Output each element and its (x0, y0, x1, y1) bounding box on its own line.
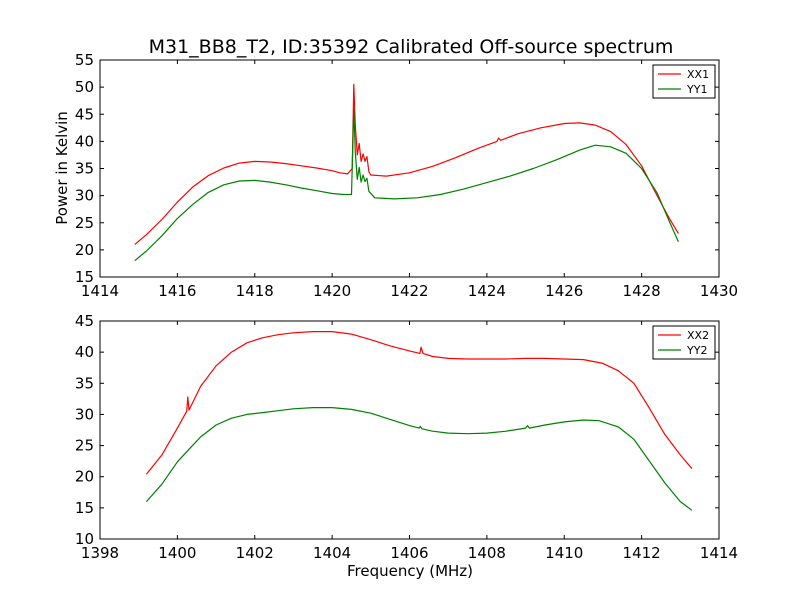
chart-title: M31_BB8_T2, ID:35392 Calibrated Off-sour… (149, 36, 674, 58)
x-tick-label: 1430 (700, 282, 738, 300)
y-tick-label: 55 (75, 51, 94, 69)
legend-box (652, 64, 716, 99)
x-tick-label: 1406 (390, 544, 428, 562)
x-tick-label: 1400 (158, 544, 196, 562)
bottom-x-axis-label: Frequency (MHz) (347, 562, 473, 580)
top-panel: 1414 1416 1418 1420 1422 1424 1426 1428 1430 15 20… (75, 51, 738, 300)
x-tick-label: 1398 (81, 544, 119, 562)
y-tick-label: 30 (75, 405, 94, 423)
y-tick-label: 35 (75, 160, 94, 178)
y-tick-label: 30 (75, 187, 94, 205)
x-tick-label: 1416 (158, 282, 196, 300)
series-line-yy1 (134, 108, 679, 262)
y-tick-label: 35 (75, 374, 94, 392)
series-line-xx1 (134, 83, 679, 245)
y-tick-label: 20 (75, 468, 94, 486)
x-tick-label: 1420 (313, 282, 351, 300)
y-tick-label: 40 (75, 343, 94, 361)
y-tick-label: 25 (75, 214, 94, 232)
y-tick-label: 45 (75, 312, 94, 330)
legend-label-xx1: XX1 (687, 68, 709, 81)
legend-label-yy1: YY1 (686, 83, 707, 96)
x-tick-label: 1428 (623, 282, 661, 300)
x-tick-label: 1404 (313, 544, 351, 562)
x-tick-label: 1418 (236, 282, 274, 300)
y-tick-label: 45 (75, 105, 94, 123)
legend-box (652, 325, 716, 360)
legend-label-yy2: YY2 (686, 344, 707, 357)
y-tick-label: 40 (75, 132, 94, 150)
x-tick-label: 1410 (545, 544, 583, 562)
x-tick-label: 1408 (468, 544, 506, 562)
y-tick-label: 25 (75, 437, 94, 455)
series-line-yy2 (145, 407, 693, 511)
x-tick-label: 1422 (390, 282, 428, 300)
y-tick-label: 15 (75, 268, 94, 286)
y-tick-label: 10 (75, 530, 94, 548)
series-line-xx2 (145, 331, 693, 475)
x-tick-label: 1426 (545, 282, 583, 300)
bottom-panel: 1398 1400 1402 1404 1406 1408 1410 1412 1414 10 15… (75, 312, 738, 562)
legend-label-xx2: XX2 (687, 329, 709, 342)
y-tick-label: 20 (75, 241, 94, 259)
y-tick-label: 50 (75, 78, 94, 96)
x-tick-label: 1402 (236, 544, 274, 562)
y-tick-label: 15 (75, 499, 94, 517)
x-tick-label: 1412 (623, 544, 661, 562)
x-tick-label: 1414 (700, 544, 738, 562)
top-y-axis-label: Power in Kelvin (53, 111, 71, 225)
x-tick-label: 1414 (81, 282, 119, 300)
x-tick-label: 1424 (468, 282, 506, 300)
